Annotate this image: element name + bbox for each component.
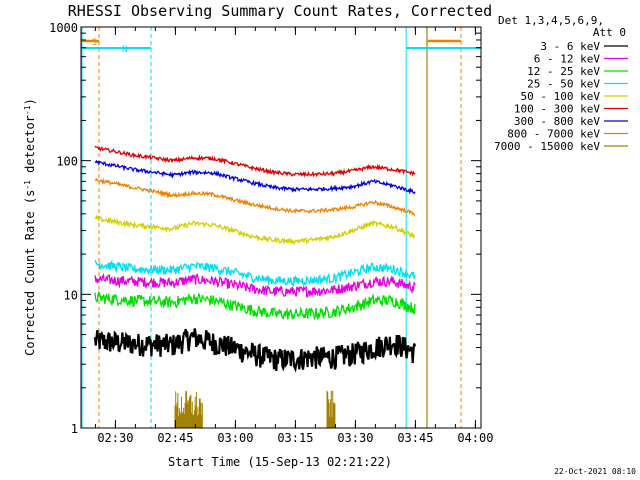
legend-label-7: 800 - 7000 keV (507, 128, 600, 141)
x-tick-label-4: 03:30 (337, 431, 373, 445)
series-line-4 (94, 214, 416, 245)
legend-label-3: 25 - 50 keV (527, 78, 600, 91)
x-tick-label-5: 03:45 (397, 431, 433, 445)
legend-label-5: 100 - 300 keV (514, 103, 600, 116)
y-axis-label: Corrected Count Rate (s-1 detector-1) (23, 98, 37, 356)
legend-label-6: 300 - 800 keV (514, 115, 600, 128)
legend-label-2: 12 - 25 keV (527, 65, 600, 78)
flag-label-s: S (92, 38, 97, 48)
footer-date: 22-Oct-2021 08:10 (554, 467, 636, 476)
x-tick-label-3: 03:15 (277, 431, 313, 445)
series-line-3 (94, 259, 416, 288)
x-tick-label-1: 02:45 (157, 431, 193, 445)
x-axis-label: Start Time (15-Sep-13 02:21:22) (168, 455, 392, 469)
legend-label-4: 50 - 100 keV (521, 90, 601, 103)
legend-label-0: 3 - 6 keV (540, 40, 600, 53)
series-line-6 (94, 159, 416, 195)
y-tick-label-1: 10 (64, 288, 78, 302)
flag-label-n: N (122, 45, 127, 55)
series-line-0 (93, 328, 417, 373)
chart-title: RHESSI Observing Summary Count Rates, Co… (68, 2, 492, 20)
series-line-2 (94, 291, 416, 321)
series-line-7 (94, 177, 416, 216)
legend-label-1: 6 - 12 keV (534, 53, 601, 66)
series-line-1 (94, 273, 416, 298)
y-tick-label-3: 1000 (49, 21, 78, 35)
y-tick-label-2: 100 (56, 155, 78, 169)
x-tick-label-0: 02:30 (97, 431, 133, 445)
x-tick-label-2: 03:00 (217, 431, 253, 445)
observing-flags: SN (81, 27, 481, 428)
axes: 02:30 02:45 03:00 03:15 03:30 03:45 04:00 1 10 10… (49, 21, 493, 445)
series-line-5 (94, 145, 416, 178)
plot-frame (80, 26, 482, 429)
x-tick-label-6: 04:00 (457, 431, 493, 445)
legend-label-8: 7000 - 15000 keV (494, 140, 600, 153)
y-tick-label-0: 1 (71, 422, 78, 436)
legend-header-line-1: Det 1,3,4,5,6,9, (498, 14, 604, 27)
plot-series (93, 145, 417, 428)
legend-header-line-2: Att 0 (593, 26, 626, 39)
